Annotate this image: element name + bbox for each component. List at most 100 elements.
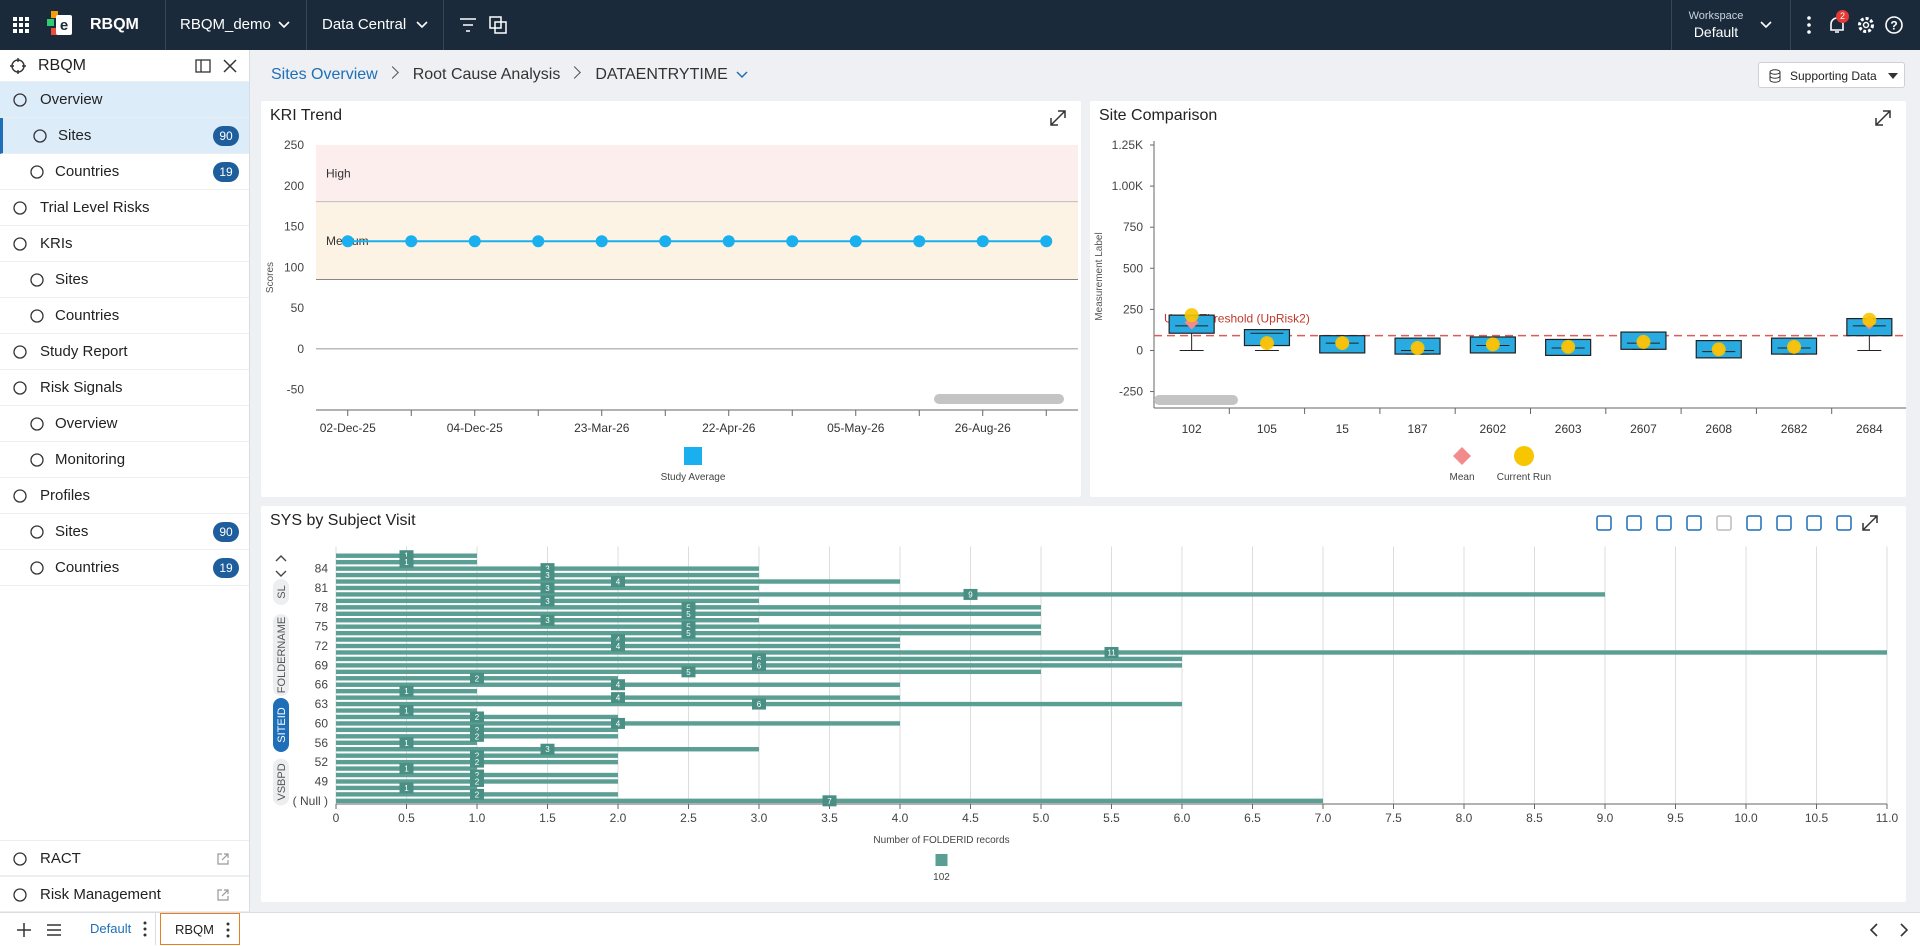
dimension-pill[interactable] — [273, 758, 289, 806]
workspace-name[interactable]: Default — [1693, 24, 1739, 40]
dimension-label[interactable]: FOLDERNAME — [276, 617, 288, 693]
nav-link[interactable]: Risk Management — [0, 876, 249, 912]
y-tick-label: 750 — [1123, 220, 1143, 234]
expand-icon[interactable] — [1862, 515, 1878, 531]
value-label-bg — [540, 595, 555, 607]
y-tick-label: 66 — [315, 678, 329, 692]
external-icon — [217, 889, 229, 901]
external-icon — [217, 853, 229, 865]
chevron[interactable] — [278, 20, 290, 30]
legend-label[interactable]: 102 — [933, 872, 950, 883]
filter-icon[interactable] — [459, 16, 477, 34]
dimension-pill[interactable] — [273, 698, 289, 752]
nav-icon — [13, 237, 27, 251]
prev-icon[interactable] — [1868, 922, 1880, 938]
scrollbar[interactable] — [1154, 395, 1238, 405]
more-icon[interactable] — [1805, 15, 1813, 35]
menu-icon[interactable] — [46, 923, 62, 937]
scrollbar[interactable] — [934, 394, 1064, 404]
nav-subitem[interactable]: Sites — [0, 262, 249, 298]
nav-subitem[interactable]: Countries 19 — [0, 550, 249, 586]
nav-item[interactable]: Study Report — [0, 334, 249, 370]
expand-icon[interactable] — [1050, 110, 1066, 126]
value-label: 1 — [404, 707, 409, 716]
value-label: 2 — [475, 752, 480, 761]
y-tick-label: 200 — [284, 179, 304, 193]
crumb[interactable]: Root Cause Analysis — [412, 66, 561, 83]
nav-subitem[interactable]: Monitoring — [0, 442, 249, 478]
crumb-dropdown[interactable] — [736, 71, 748, 79]
nav-icon — [30, 561, 44, 575]
value-label: 2 — [475, 713, 480, 722]
toolbar-icon[interactable] — [1626, 515, 1642, 531]
point — [722, 235, 735, 248]
apps-icon[interactable] — [13, 17, 29, 33]
scroll-up[interactable] — [275, 555, 287, 562]
icon-shape — [30, 417, 44, 431]
value-label: 4 — [616, 578, 621, 587]
legend-swatch[interactable] — [1514, 446, 1534, 466]
nav-link[interactable]: RACT — [0, 840, 249, 876]
x-tick-label: 2608 — [1705, 422, 1732, 436]
toolbar-icon[interactable] — [1656, 515, 1672, 531]
dimension-label[interactable]: VSBPD — [276, 763, 288, 800]
nav-subitem[interactable]: Countries — [0, 298, 249, 334]
nav-subitem[interactable]: Sites 90 — [0, 514, 249, 550]
next-icon[interactable] — [1898, 922, 1910, 938]
close-icon[interactable] — [223, 59, 237, 73]
add-tab-icon[interactable] — [16, 922, 32, 938]
legend-swatch[interactable] — [684, 447, 702, 465]
value-label: 6 — [757, 700, 762, 709]
legend-swatch[interactable] — [1453, 447, 1471, 465]
legend-label[interactable]: Mean — [1449, 472, 1474, 483]
value-label: 3 — [545, 565, 550, 574]
legend-label[interactable]: Current Run — [1497, 472, 1551, 483]
supporting-data-button[interactable]: Supporting Data — [1758, 62, 1905, 88]
toolbar-icon[interactable] — [1746, 515, 1762, 531]
nav-item[interactable]: Risk Signals — [0, 370, 249, 406]
icon-shape — [217, 889, 229, 901]
nav-badge: 19 — [213, 162, 239, 182]
toolbar-icon[interactable] — [1776, 515, 1792, 531]
dimension-label[interactable]: SL — [276, 585, 288, 598]
toolbar-icon[interactable] — [1836, 515, 1852, 531]
collapse-icon[interactable] — [195, 59, 211, 73]
settings-icon[interactable] — [1856, 15, 1876, 35]
dimension-pill[interactable] — [273, 579, 289, 605]
value-label: 4 — [616, 719, 621, 728]
nav-subitem[interactable]: Sites 90 — [0, 118, 249, 154]
nav-item[interactable]: Trial Level Risks — [0, 190, 249, 226]
nav-subitem[interactable]: Overview — [0, 406, 249, 442]
toolbar-icon[interactable] — [1596, 515, 1612, 531]
current-marker — [1636, 334, 1651, 349]
legend-swatch[interactable] — [935, 854, 948, 866]
scroll-down[interactable] — [275, 570, 287, 577]
y-tick-label: 0 — [1136, 343, 1143, 357]
copy-icon[interactable] — [489, 16, 507, 34]
nav-item[interactable]: Overview — [0, 82, 249, 118]
nav-subitem[interactable]: Countries 19 — [0, 154, 249, 190]
toolbar-icon[interactable] — [1686, 515, 1702, 531]
tab-menu[interactable] — [225, 922, 231, 938]
chevron[interactable] — [416, 20, 428, 30]
module-select[interactable]: Data Central — [322, 16, 407, 33]
nav-item[interactable]: KRIs — [0, 226, 249, 262]
dimension-pill[interactable] — [273, 614, 289, 696]
point — [532, 235, 545, 248]
crumb[interactable]: Sites Overview — [271, 66, 378, 83]
crumb[interactable]: DATAENTRYTIME — [595, 66, 728, 83]
expand-icon[interactable] — [1875, 110, 1891, 126]
tab[interactable]: Default — [80, 913, 156, 945]
kri-trend-panel: KRI TrendScoresHighMedium-50050100150200… — [261, 101, 1081, 497]
nav-item[interactable]: Profiles — [0, 478, 249, 514]
tab[interactable]: RBQM — [160, 913, 240, 945]
study-select[interactable]: RBQM_demo — [180, 16, 271, 33]
tab-menu[interactable] — [142, 921, 148, 937]
nav-label: Countries — [55, 163, 120, 180]
help-icon[interactable]: ? — [1884, 15, 1904, 35]
toolbar-icon[interactable] — [1806, 515, 1822, 531]
chevron[interactable] — [1760, 20, 1772, 30]
toolbar-icon[interactable] — [1716, 515, 1732, 531]
dimension-label[interactable]: SITEID — [276, 707, 288, 743]
legend-label[interactable]: Study Average — [661, 472, 726, 483]
